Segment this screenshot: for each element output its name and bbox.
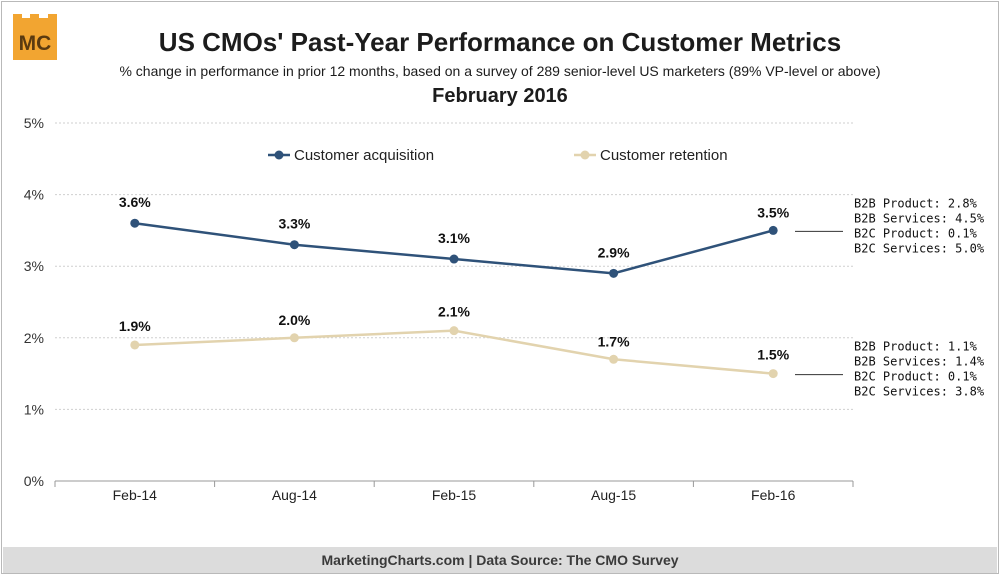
marketingcharts-logo-icon: MC — [13, 14, 57, 60]
annotation-text: B2B Product: 1.1% — [854, 340, 978, 354]
x-tick-label: Aug-14 — [272, 487, 317, 503]
data-point — [289, 240, 299, 250]
annotation-text: B2B Product: 2.8% — [854, 196, 978, 210]
x-tick-label: Feb-14 — [113, 487, 158, 503]
logo-text: MC — [19, 32, 52, 55]
annotation-text: B2B Services: 1.4% — [854, 355, 985, 369]
data-label: 2.1% — [438, 304, 470, 320]
data-point — [609, 354, 619, 364]
y-tick-label: 2% — [24, 330, 44, 346]
data-point — [449, 326, 459, 336]
y-tick-label: 5% — [24, 115, 44, 131]
x-tick-label: Aug-15 — [591, 487, 636, 503]
chart-subtitle: % change in performance in prior 12 mont… — [119, 63, 881, 79]
data-label: 2.0% — [278, 312, 310, 328]
data-label: 3.5% — [757, 204, 789, 220]
y-tick-label: 1% — [24, 401, 44, 417]
data-label: 3.1% — [438, 230, 470, 246]
data-label: 1.9% — [119, 318, 151, 334]
source-footer: MarketingCharts.com | Data Source: The C… — [3, 547, 997, 573]
y-tick-label: 4% — [24, 187, 44, 203]
data-point — [130, 340, 140, 350]
data-label: 3.3% — [278, 216, 310, 232]
data-point — [289, 333, 299, 343]
legend-marker — [580, 150, 590, 160]
data-point — [768, 225, 778, 235]
annotation-text: B2B Services: 4.5% — [854, 211, 985, 225]
x-tick-label: Feb-15 — [432, 487, 477, 503]
data-label: 2.9% — [598, 244, 630, 260]
legend-marker — [274, 150, 284, 160]
y-tick-label: 0% — [24, 473, 44, 489]
chart-title: US CMOs' Past-Year Performance on Custom… — [158, 27, 842, 57]
chart-date-label: February 2016 — [432, 85, 568, 107]
annotation-text: B2C Services: 5.0% — [854, 241, 985, 255]
data-point — [130, 218, 140, 228]
data-point — [449, 254, 459, 264]
data-label: 1.7% — [598, 333, 630, 349]
y-tick-label: 3% — [24, 258, 44, 274]
annotation-text: B2C Product: 0.1% — [854, 370, 978, 384]
legend-label: Customer retention — [600, 147, 728, 164]
annotation-text: B2C Product: 0.1% — [854, 226, 978, 240]
data-point — [609, 268, 619, 278]
data-point — [768, 369, 778, 379]
legend-label: Customer acquisition — [294, 147, 434, 164]
data-label: 3.6% — [119, 194, 151, 210]
data-label: 1.5% — [757, 347, 789, 363]
series-line — [134, 329, 774, 375]
annotation-text: B2C Services: 3.8% — [854, 385, 985, 399]
x-tick-label: Feb-16 — [751, 487, 796, 503]
